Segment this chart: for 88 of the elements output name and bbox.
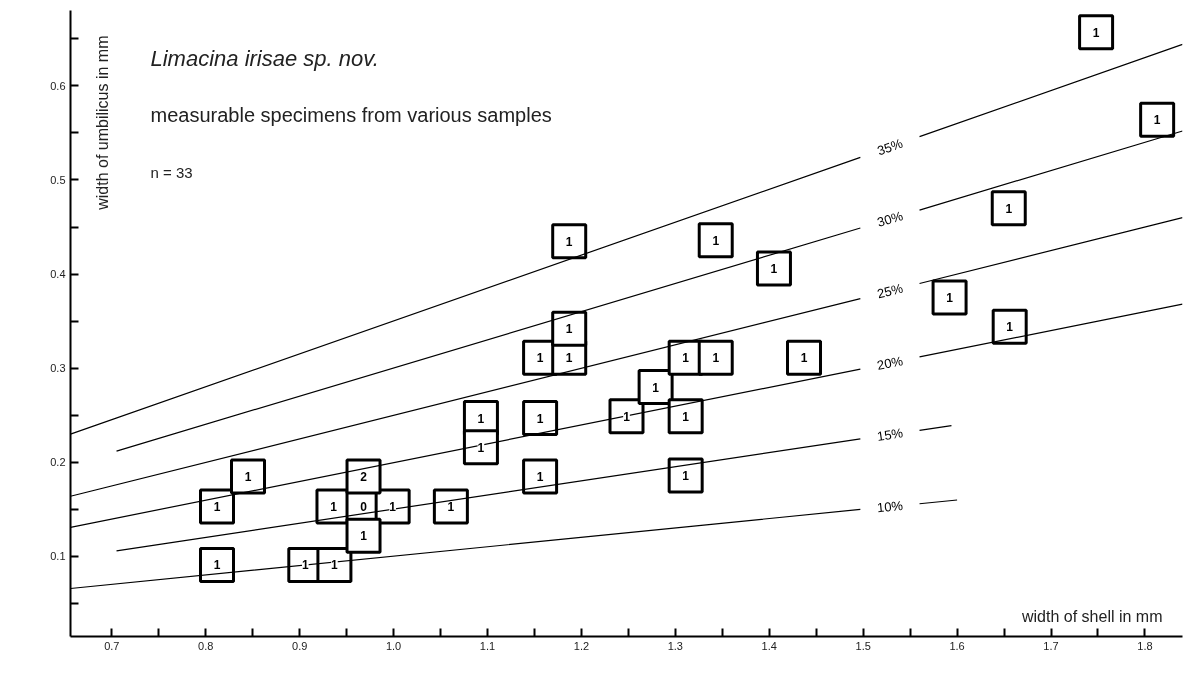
point [697, 222, 734, 259]
annotation: 0 [360, 500, 368, 515]
annotation: 1 [301, 558, 309, 573]
x-tick-label: 0.9 [292, 639, 308, 652]
point [374, 488, 411, 525]
point [786, 339, 823, 376]
point [345, 458, 382, 495]
point [551, 223, 588, 260]
y-tick-label: 0.5 [50, 173, 66, 186]
annotation: 1 [682, 469, 690, 484]
text: 25% [875, 280, 905, 302]
text: 35% [875, 135, 906, 159]
annotation: 1 [770, 261, 778, 276]
point [462, 429, 499, 466]
x-tick-label: 1.7 [1043, 639, 1059, 652]
annotation: 1 [213, 500, 221, 515]
point [697, 339, 734, 376]
annotation: 1 [536, 469, 544, 484]
point [522, 400, 559, 437]
text: 15% [875, 425, 905, 444]
annotation: 1 [800, 351, 808, 366]
text: 30% [875, 207, 905, 230]
annotation: 1 [946, 291, 954, 306]
text: 20% [875, 353, 905, 373]
y-tick-label: 0.4 [50, 268, 66, 281]
annotation: 1 [652, 380, 660, 395]
point [316, 546, 353, 583]
x-tick-label: 1.4 [761, 639, 777, 652]
annotation: 1 [360, 529, 368, 544]
annotation: 1 [565, 322, 573, 337]
point [667, 398, 704, 435]
point [345, 517, 382, 554]
annotation: 1 [1092, 25, 1100, 40]
annotation: 1 [213, 558, 221, 573]
y-tick-label: 0.3 [50, 362, 66, 375]
annotation: 1 [1005, 201, 1013, 216]
annotation: 1 [330, 500, 338, 515]
x-axis-title: width of shell in mm [1021, 607, 1163, 625]
annotation: 1 [712, 351, 720, 366]
x-tick-label: 0.7 [104, 639, 120, 652]
annotation: 1 [536, 351, 544, 366]
annotation: 1 [565, 351, 573, 366]
annotation: 2 [360, 469, 368, 484]
x-tick-label: 1.2 [573, 639, 590, 652]
point [608, 398, 645, 435]
text: Limacina irisae sp. nov. [150, 45, 379, 71]
x-tick-label: 0.8 [198, 639, 214, 652]
annotation: 1 [1153, 113, 1161, 128]
annotation: 1 [1006, 320, 1014, 335]
point [755, 250, 792, 287]
point [199, 488, 236, 525]
point [522, 458, 559, 495]
point [551, 310, 588, 347]
annotation: 1 [682, 409, 690, 424]
x-tick-label: 1.6 [949, 639, 965, 652]
annotation: 1 [565, 234, 573, 249]
point [1078, 14, 1115, 51]
point [637, 369, 674, 406]
y-tick-label: 0.2 [50, 456, 66, 469]
x-tick-label: 1.5 [855, 639, 871, 652]
y-tick-label: 0.6 [50, 79, 66, 92]
annotation: 1 [389, 500, 397, 515]
x-tick-label: 1.1 [479, 639, 496, 652]
y-tick-label: 0.1 [50, 550, 66, 563]
x-tick-label: 1.8 [1137, 639, 1153, 652]
point [230, 458, 267, 495]
annotation: 1 [623, 409, 631, 424]
point [432, 488, 469, 525]
point [991, 308, 1028, 345]
annotation: 1 [447, 500, 455, 515]
annotation: 1 [244, 469, 252, 484]
y-axis-title: width of umbilicus in mm [93, 35, 111, 211]
x-tick-label: 1.3 [667, 639, 683, 652]
annotation: n = 33 [150, 163, 193, 181]
annotation: 1 [682, 351, 690, 366]
annotation: 1 [477, 411, 485, 426]
point [1139, 101, 1176, 138]
x-tick-label: 1.0 [385, 639, 402, 652]
point [990, 190, 1027, 227]
annotation: 1 [477, 440, 485, 455]
annotation: 1 [712, 233, 720, 248]
point [199, 546, 236, 583]
text: 10% [876, 497, 905, 516]
annotation: 1 [536, 411, 544, 426]
annotation: 1 [331, 558, 339, 573]
text: measurable specimens from various samples [150, 103, 552, 126]
point [931, 279, 968, 316]
point [667, 457, 704, 494]
